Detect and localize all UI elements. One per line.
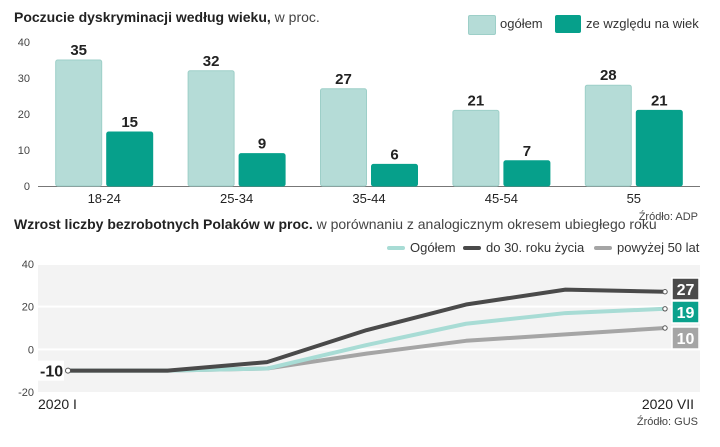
data-label-total: 32 [203,53,220,70]
x-tick-label: 35-44 [352,191,385,206]
bar-total [584,84,632,187]
y-tick-label: -20 [18,387,34,399]
start-value-label: -10 [40,364,63,381]
chart1-title-rest: w proc. [274,9,320,25]
bar-total [320,88,367,187]
end-point-marker [662,289,668,295]
chart2-title-bold: Wzrost liczby bezrobotnych Polaków w pro… [14,216,313,232]
x-label-start: 2020 I [38,396,77,412]
data-label-age: 9 [258,136,266,153]
data-label-age: 6 [390,146,398,163]
chart2-source: Źródło: GUS [636,416,698,428]
end-badge-old [671,326,700,350]
bar-chart: 0 10 20 30 40 35 15 18-24 32 9 25-34 27 6 35-44 21 7 45-… [18,37,700,206]
bar-age [371,163,418,187]
bar-total [452,109,500,187]
bar-total [187,70,235,187]
end-point-marker [662,325,668,331]
y-tick-label: 20 [22,302,34,314]
end-point-marker [662,306,668,312]
bar-age [106,131,154,187]
y-tick-label: 0 [24,181,30,193]
chart1-source: Źródło: ADP [638,211,698,223]
data-label-total: 27 [335,71,352,88]
y-tick-label: 20 [18,109,30,121]
legend-swatch-age [555,15,581,33]
y-tick-label: 40 [18,37,30,49]
x-label-end: 2020 VII [641,396,694,412]
legend-swatch-total [468,15,496,35]
legend-line-label-young: do 30. roku życia [486,240,585,255]
legend-label-age: ze względu na wiek [586,16,699,31]
data-label-total: 21 [468,92,485,109]
data-label-total: 35 [70,42,87,59]
legend-line-label-old: powyżej 50 lat [617,240,700,255]
bar-age [503,160,551,187]
y-tick-label: 30 [18,73,30,85]
chart1-title: Poczucie dyskryminacji według wieku, w p… [14,9,320,25]
start-point-marker [65,367,71,374]
chart2-title-rest: w porównaniu z analogicznym okresem ubie… [316,216,657,232]
data-label-age: 21 [651,92,668,109]
y-tick-label: 10 [18,145,30,157]
x-tick-label: 55 [627,191,641,206]
data-label-total: 28 [600,67,617,84]
bar-age [238,153,286,187]
chart1-title-bold: Poczucie dyskryminacji według wieku, [14,9,271,25]
end-badge-young-label: 27 [677,282,695,299]
start-label-bg [38,360,64,381]
end-badge-young [671,277,700,301]
x-tick-label: 25-34 [220,191,253,206]
end-badge-total [671,300,700,324]
x-tick-label: 18-24 [88,191,121,206]
legend-label-total: ogółem [500,16,543,31]
x-tick-label: 45-54 [485,191,518,206]
bar-total [55,59,103,187]
data-label-age: 7 [523,143,531,160]
legend-line-old [594,246,612,250]
y-tick-label: 40 [22,259,34,271]
y-tick-label: 0 [28,344,34,356]
legend-line-young [463,246,481,250]
end-badge-old-label: 10 [677,331,695,348]
legend-line-total [387,246,405,250]
bar-age [635,109,683,187]
end-badge-total-label: 19 [677,305,695,322]
data-label-age: 15 [121,114,138,131]
legend-line-label-total: Ogółem [410,240,456,255]
line-young [66,287,667,373]
chart2-title: Wzrost liczby bezrobotnych Polaków w pro… [14,216,657,232]
